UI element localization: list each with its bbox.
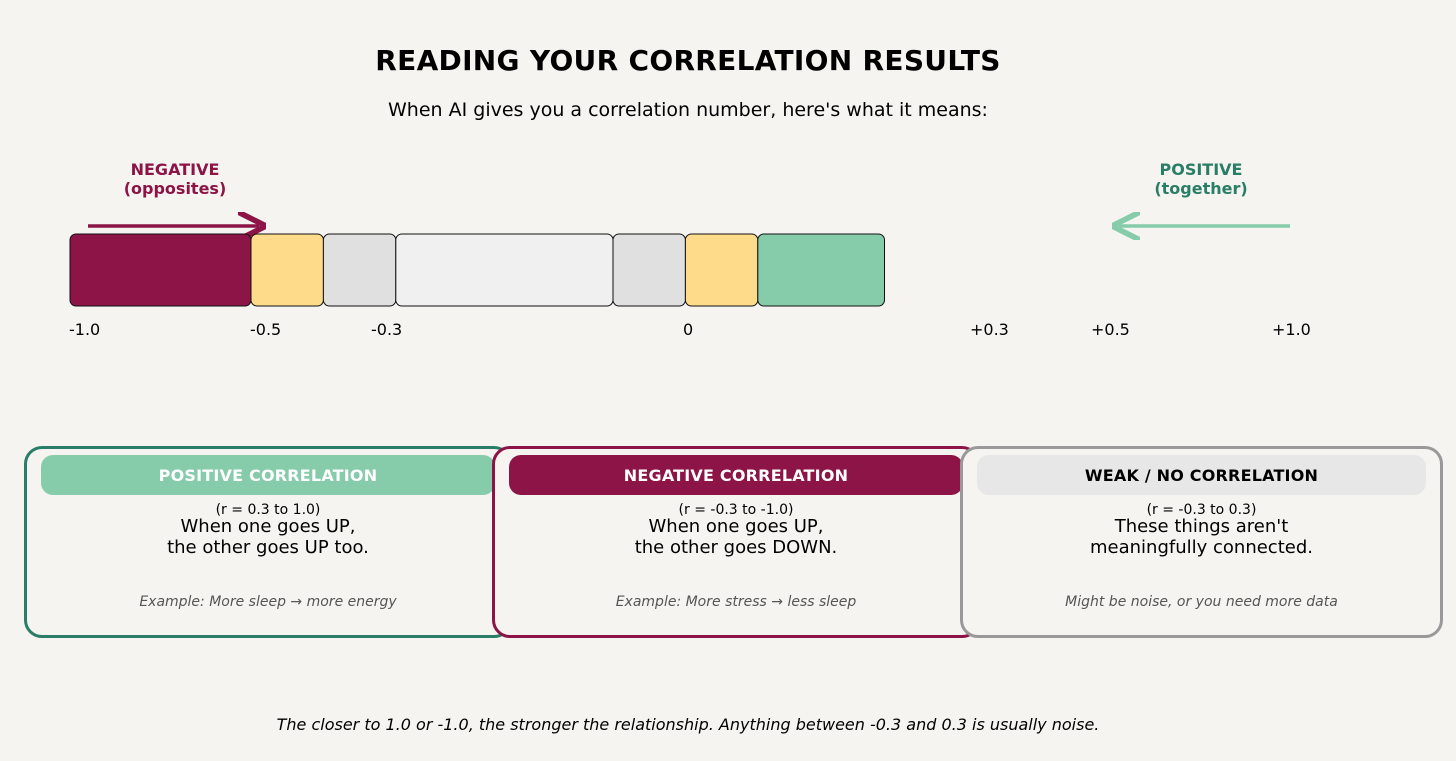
footer-note: The closer to 1.0 or -1.0, the stronger … (276, 715, 1100, 734)
scale-segment-1 (69, 233, 252, 307)
negative-card-example: Example: More stress → less sleep (615, 594, 857, 610)
scale-segment-4 (395, 233, 614, 307)
weak-correlation-card: WEAK / NO CORRELATION (r = -0.3 to 0.3) … (960, 446, 1443, 638)
positive-direction-label: POSITIVE (together) (1154, 160, 1248, 198)
scale-tick-label: +1.0 (1272, 320, 1311, 339)
page-title: READING YOUR CORRELATION RESULTS (375, 44, 1001, 77)
scale-tick-label: +0.5 (1091, 320, 1130, 339)
scale-segment-5 (612, 233, 686, 307)
negative-correlation-card: NEGATIVE CORRELATION (r = -0.3 to -1.0) … (492, 446, 980, 638)
scale-segment-2 (250, 233, 324, 307)
weak-card-example: Might be noise, or you need more data (1065, 594, 1338, 610)
scale-tick-label: -0.5 (250, 320, 282, 339)
scale-tick-label: -0.3 (371, 320, 403, 339)
scale-tick-label: +0.3 (970, 320, 1009, 339)
correlation-scale (69, 0, 1290, 307)
scale-tick-label: -1.0 (69, 320, 101, 339)
scale-tick-label: 0 (683, 320, 694, 339)
scale-segment-3 (322, 233, 397, 307)
negative-card-range: (r = -0.3 to -1.0) (678, 502, 794, 518)
page-subtitle: When AI gives you a correlation number, … (388, 99, 988, 121)
positive-card-header: POSITIVE CORRELATION (41, 455, 495, 495)
negative-card-description: When one goes UP, the other goes DOWN. (634, 516, 838, 558)
weak-card-description: These things aren't meaningfully connect… (1090, 516, 1313, 558)
positive-card-example: Example: More sleep → more energy (139, 594, 397, 610)
positive-card-range: (r = 0.3 to 1.0) (215, 502, 321, 518)
weak-card-range: (r = -0.3 to 0.3) (1146, 502, 1257, 518)
positive-correlation-card: POSITIVE CORRELATION (r = 0.3 to 1.0) Wh… (24, 446, 512, 638)
scale-segment-7 (757, 233, 885, 307)
negative-card-header: NEGATIVE CORRELATION (509, 455, 963, 495)
negative-direction-label: NEGATIVE (opposites) (123, 160, 227, 198)
scale-segment-6 (684, 233, 759, 307)
positive-card-description: When one goes UP, the other goes UP too. (167, 516, 369, 558)
weak-card-header: WEAK / NO CORRELATION (977, 455, 1426, 495)
